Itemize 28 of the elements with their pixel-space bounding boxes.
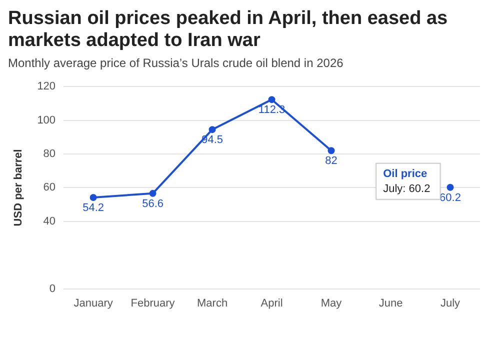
annotation: July: 60.2 bbox=[383, 182, 430, 195]
x-tick-label: January bbox=[74, 297, 114, 310]
y-tick-label: 40 bbox=[43, 215, 56, 228]
y-tick-label: 60 bbox=[43, 182, 56, 194]
point bbox=[328, 147, 335, 154]
y-tick-label: 80 bbox=[43, 148, 56, 160]
y-tick-label: 100 bbox=[37, 114, 56, 126]
x-tick-label: July bbox=[440, 297, 461, 310]
y-tick-label: 0 bbox=[49, 282, 56, 295]
point bbox=[208, 126, 216, 134]
y-tick-label: 120 bbox=[37, 80, 56, 93]
data-label: 60.2 bbox=[440, 192, 461, 204]
chart-subtitle: Monthly average price of Russia’s Urals crude oil blend in 2026 bbox=[8, 56, 344, 70]
data-label: 82 bbox=[325, 155, 338, 168]
y-axis-title: USD per barrel bbox=[12, 149, 25, 226]
chart-title: Russian oil prices peaked in April, then eased as markets adapted to Iran war bbox=[8, 8, 449, 52]
point bbox=[149, 190, 156, 197]
x-tick-label: April bbox=[260, 297, 283, 310]
x-tick-label: May bbox=[320, 297, 342, 310]
x-tick-label: March bbox=[197, 297, 228, 310]
point bbox=[268, 96, 276, 104]
data-label: 56.6 bbox=[142, 198, 164, 210]
point bbox=[446, 184, 454, 191]
x-tick-label: February bbox=[130, 297, 176, 310]
x-tick-label: June bbox=[378, 297, 403, 310]
point bbox=[90, 194, 97, 201]
series-label: Oil price bbox=[383, 168, 428, 180]
data-label: 54.2 bbox=[82, 202, 104, 214]
